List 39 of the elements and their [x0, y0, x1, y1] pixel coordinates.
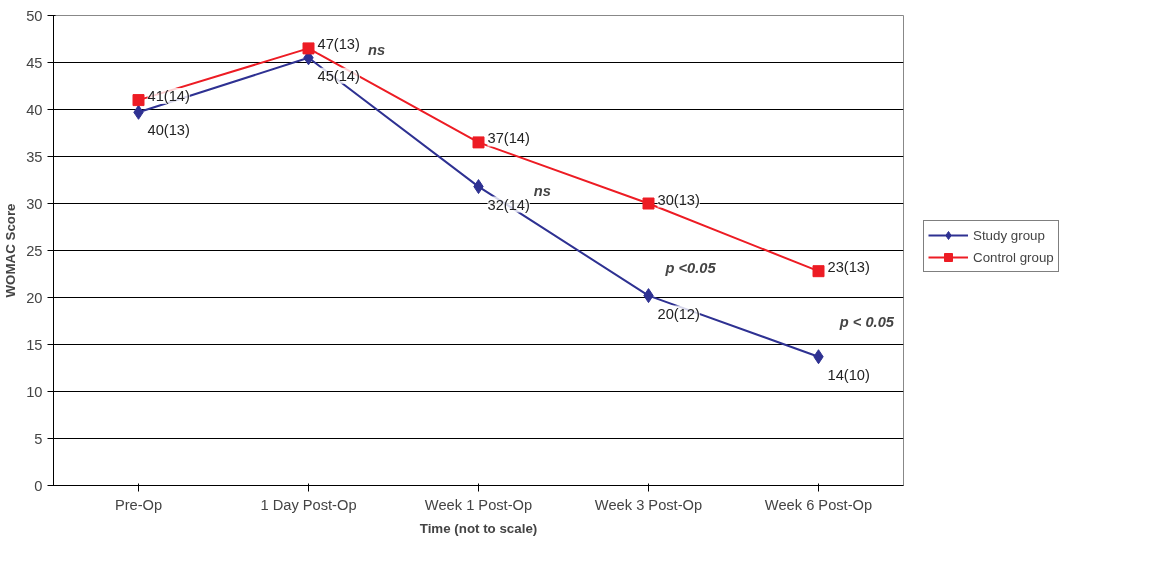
y-tick-label: 5 — [34, 430, 43, 447]
y-tick-label: 35 — [26, 148, 43, 165]
y-tick-label: 15 — [26, 336, 43, 353]
point — [812, 265, 825, 278]
data-label: 40(13) — [147, 122, 190, 139]
y-tick-label: 30 — [26, 195, 43, 212]
x-tick-label: Week 3 Post-Op — [594, 496, 703, 513]
data-label: 45(14) — [317, 67, 360, 84]
annotation: ns — [368, 41, 386, 58]
annotation: ns — [533, 182, 551, 199]
y-tick-label: 40 — [26, 101, 43, 118]
data-label: 30(13) — [657, 191, 700, 208]
point — [302, 42, 315, 55]
data-label: 47(13) — [317, 36, 360, 53]
x-tick-label: Pre-Op — [114, 496, 163, 513]
data-label: 37(14) — [487, 130, 530, 147]
y-tick-label: 0 — [34, 477, 43, 494]
data-label: 32(14) — [487, 196, 530, 213]
legend-label: Control group — [973, 249, 1054, 265]
data-label: 14(10) — [827, 366, 870, 383]
y-tick-label: 10 — [26, 383, 43, 400]
data-label: 41(14) — [147, 88, 190, 105]
data-label: 23(13) — [827, 259, 870, 276]
point — [132, 94, 145, 107]
point — [642, 197, 655, 210]
y-tick-label: 25 — [26, 242, 43, 259]
x-tick-label: Week 1 Post-Op — [424, 496, 533, 513]
x-tick-label: 1 Day Post-Op — [260, 496, 357, 513]
x-axis-title: Time (not to scale) — [419, 520, 538, 536]
x-tick-label: Week 6 Post-Op — [764, 496, 873, 513]
y-tick-label: 50 — [26, 7, 43, 24]
annotation: p < 0.05 — [838, 314, 895, 331]
annotation: p <0.05 — [664, 260, 717, 277]
legend-label: Study group — [973, 227, 1045, 243]
point — [472, 136, 485, 149]
y-tick-label: 45 — [26, 54, 43, 71]
data-label: 20(12) — [657, 305, 700, 322]
y-axis-title: WOMAC Score — [3, 203, 19, 298]
y-tick-label: 20 — [26, 289, 43, 306]
